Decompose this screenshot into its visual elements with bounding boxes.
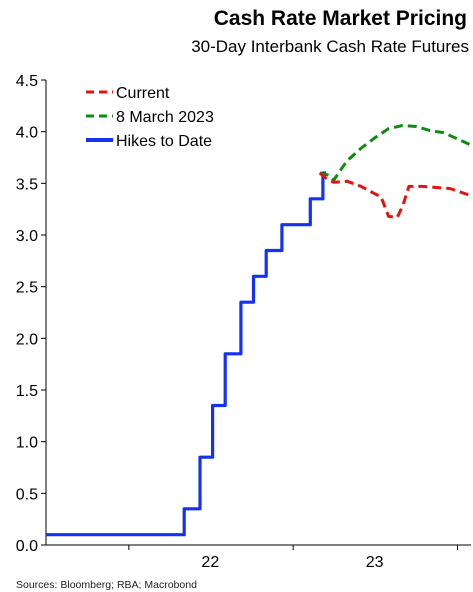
legend-label-hikes-to-date: Hikes to Date [116, 133, 212, 150]
x-tick-label: 22 [201, 554, 219, 571]
axes: 0.0 0.5 1.0 1.5 2.0 2.5 3.0 3.5 4.0 4.5 22 23 [16, 73, 471, 571]
y-tick-label: 4.0 [16, 125, 38, 142]
source-note: Sources: Bloomberg; RBA; Macrobond [16, 579, 197, 591]
y-tick-label: 2.5 [16, 280, 38, 297]
series-line-8-march-2023 [319, 124, 472, 182]
y-tick-label: 3.5 [16, 176, 38, 193]
y-tick-label: 4.5 [16, 73, 38, 90]
chart-title: Cash Rate Market Pricing [213, 7, 467, 30]
legend-label-8-march-2023: 8 March 2023 [116, 109, 214, 126]
legend-label-current: Current [116, 85, 170, 102]
x-tick-label: 23 [366, 554, 384, 571]
y-tick-label: 3.0 [16, 228, 38, 245]
series-group [46, 124, 472, 537]
series-line-current [318, 171, 472, 219]
y-tick-label: 0.0 [16, 538, 38, 555]
y-tick-label: 1.5 [16, 383, 38, 400]
y-tick-label: 0.5 [16, 486, 38, 503]
y-tick-label: 1.0 [16, 435, 38, 452]
chart-subtitle: 30-Day Interbank Cash Rate Futures [191, 37, 469, 56]
legend: Current 8 March 2023 Hikes to Date [86, 85, 214, 150]
series-line-hikes-to-date [46, 171, 326, 537]
y-tick-label: 2.0 [16, 331, 38, 348]
